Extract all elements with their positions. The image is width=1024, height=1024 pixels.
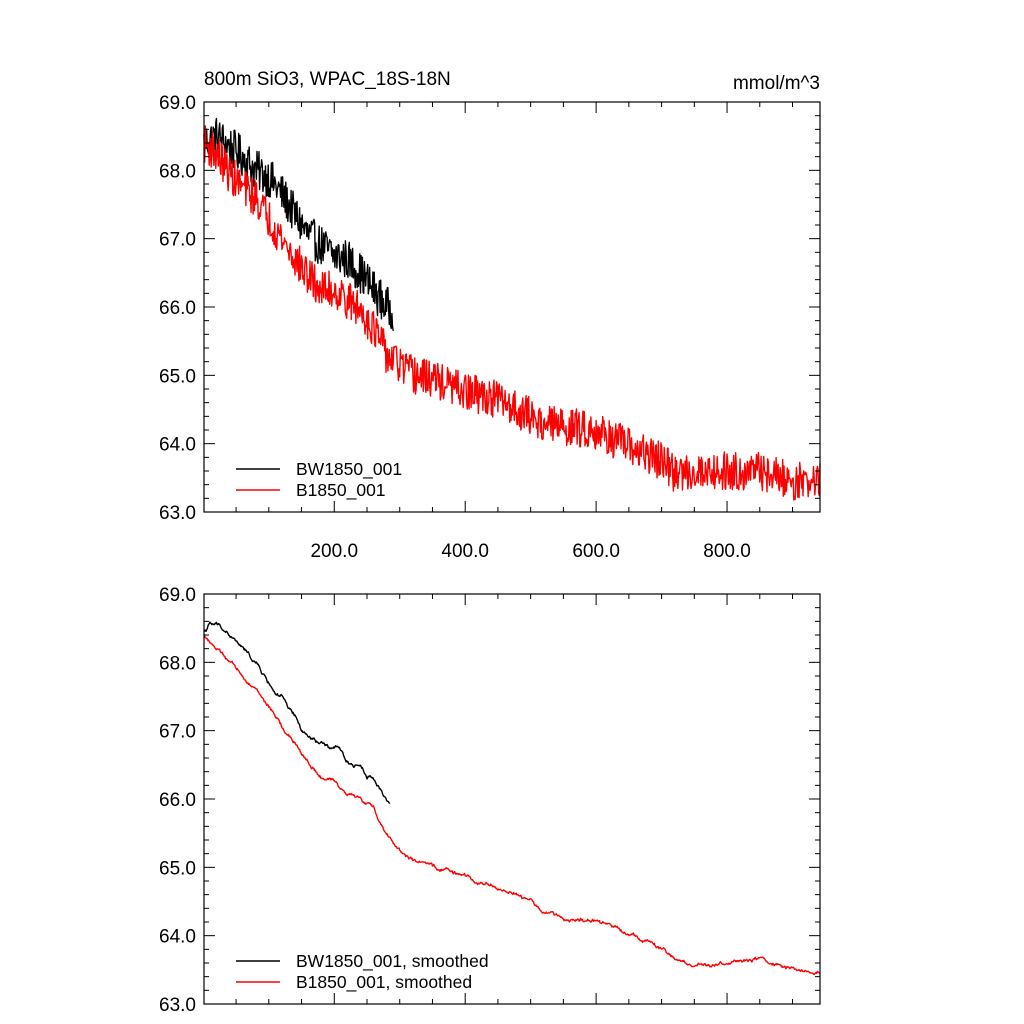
bottom-panel-series — [203, 621, 821, 976]
top-panel-title: 800m SiO3, WPAC_18S-18N — [204, 69, 451, 90]
top-ytick-label: 63.0 — [159, 503, 196, 524]
top-ytick-label: 68.0 — [159, 161, 196, 182]
bottom-ytick-label: 68.0 — [159, 653, 196, 674]
top-xtick-label: 200.0 — [310, 541, 358, 562]
bottom-panel-legend: BW1850_001, smoothed B1850_001, smoothed — [236, 951, 489, 993]
top-panel-frame — [203, 101, 821, 513]
legend-label-bw1850: BW1850_001 — [296, 459, 402, 480]
top-panel-units: mmol/m^3 — [733, 73, 820, 94]
bottom-panel: 63.0 64.0 65.0 66.0 67.0 68.0 69.0 BW1850_001,… — [159, 585, 821, 1016]
top-xtick-label: 400.0 — [441, 541, 489, 562]
top-ytick-label: 65.0 — [159, 366, 196, 387]
legend-label-bw1850-smoothed: BW1850_001, smoothed — [296, 951, 489, 972]
top-ytick-label: 64.0 — [159, 435, 196, 456]
bottom-series-b1850-line — [203, 633, 821, 976]
bottom-ytick-label: 63.0 — [159, 995, 196, 1016]
bottom-panel-ticks: 63.0 64.0 65.0 66.0 67.0 68.0 69.0 — [159, 585, 820, 1016]
top-panel-ticks: 63.0 64.0 65.0 66.0 67.0 68.0 69.0 200.0 400.0 60… — [159, 93, 820, 562]
bottom-series-bw1850-line — [203, 621, 391, 804]
bottom-ytick-label: 67.0 — [159, 722, 196, 743]
top-panel: 800m SiO3, WPAC_18S-18N mmol/m^3 63.0 64.… — [159, 69, 821, 562]
bottom-ytick-label: 66.0 — [159, 790, 196, 811]
bottom-panel-frame — [203, 593, 821, 1005]
legend-label-b1850: B1850_001 — [296, 480, 386, 501]
bottom-ytick-label: 69.0 — [159, 585, 196, 606]
top-ytick-label: 67.0 — [159, 230, 196, 251]
top-xtick-label: 800.0 — [703, 541, 751, 562]
legend-label-b1850-smoothed: B1850_001, smoothed — [296, 972, 472, 993]
top-xtick-label: 600.0 — [572, 541, 620, 562]
top-panel-series — [203, 117, 821, 501]
bottom-ytick-label: 64.0 — [159, 927, 196, 948]
top-series-b1850-line — [203, 125, 821, 501]
top-series-bw1850-line — [203, 117, 394, 331]
bottom-ytick-label: 65.0 — [159, 858, 196, 879]
top-panel-legend: BW1850_001 B1850_001 — [236, 459, 402, 501]
top-ytick-label: 66.0 — [159, 298, 196, 319]
top-ytick-label: 69.0 — [159, 93, 196, 114]
